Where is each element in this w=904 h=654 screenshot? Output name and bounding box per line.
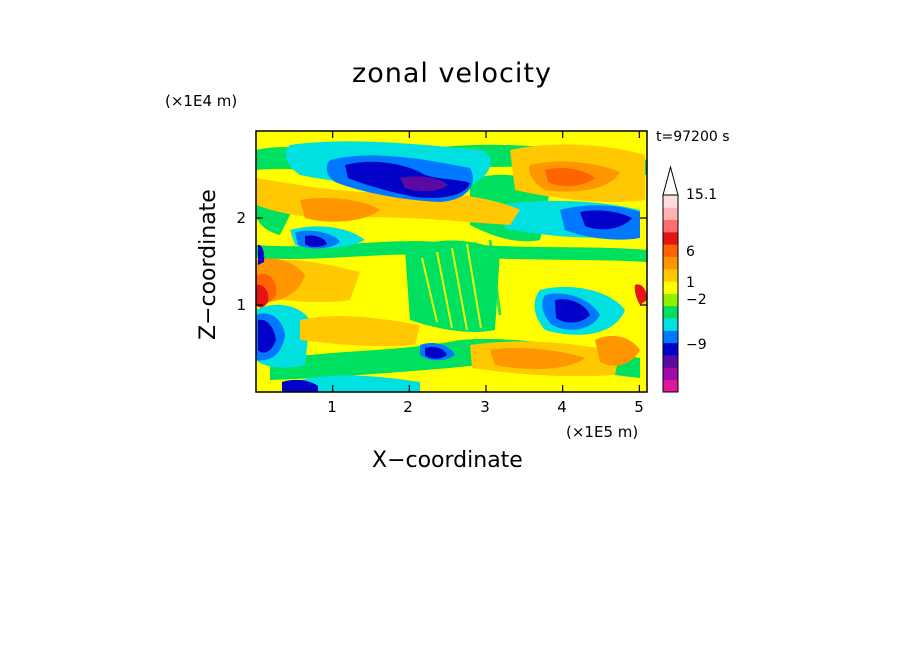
x-tick-label: 1 [327,398,337,416]
y-tick-label: 2 [236,209,246,227]
x-tick-label: 4 [557,398,567,416]
wave-streaks [413,239,502,331]
wave-streaks-light [421,243,482,331]
colorbar-swatch [663,355,678,368]
y-axis-unit: (×1E4 m) [165,92,238,110]
y-axis-ticks [256,217,647,306]
colorbar-swatch [663,256,678,270]
colorbar-overflow-arrow [662,165,679,196]
colorbar-swatch [663,305,678,319]
contour-band-purple [400,176,448,192]
colorbar-frame [662,194,679,393]
contour-band-red [256,284,647,308]
colorbar-label: 1 [686,275,695,291]
colorbar-swatch [663,379,678,393]
x-tick-label: 5 [634,398,644,416]
colorbar [662,165,679,393]
x-axis-unit: (×1E5 m) [566,423,639,441]
time-label: t=97200 s [656,129,730,145]
colorbar-swatch [663,318,678,331]
colorbar-swatch [663,281,678,294]
colorbar-label: 15.1 [686,187,718,203]
colorbar-swatch [663,342,678,356]
x-tick-label: 3 [480,398,490,416]
x-axis-label: X−coordinate [372,448,523,473]
plot-frame [255,130,648,393]
colorbar-swatch [663,367,678,381]
chart-title: zonal velocity [352,58,552,89]
contour-field [256,131,647,392]
contour-band-dark-orange [256,167,595,304]
x-axis-ticks [332,131,640,392]
colorbar-swatch [663,195,678,208]
colorbar-swatch [663,219,678,233]
colorbar-swatch [663,330,678,344]
colorbar-swatch [663,244,678,257]
y-tick-label: 1 [236,296,246,314]
colorbar-label: 6 [686,244,695,260]
colorbar-swatch [663,207,678,221]
colorbar-swatch [663,231,678,245]
colorbar-swatch [663,293,678,307]
colorbar-label: −9 [686,337,707,353]
x-tick-label: 2 [403,398,413,416]
colorbar-label: −2 [686,292,707,308]
colorbar-swatch [663,268,678,282]
